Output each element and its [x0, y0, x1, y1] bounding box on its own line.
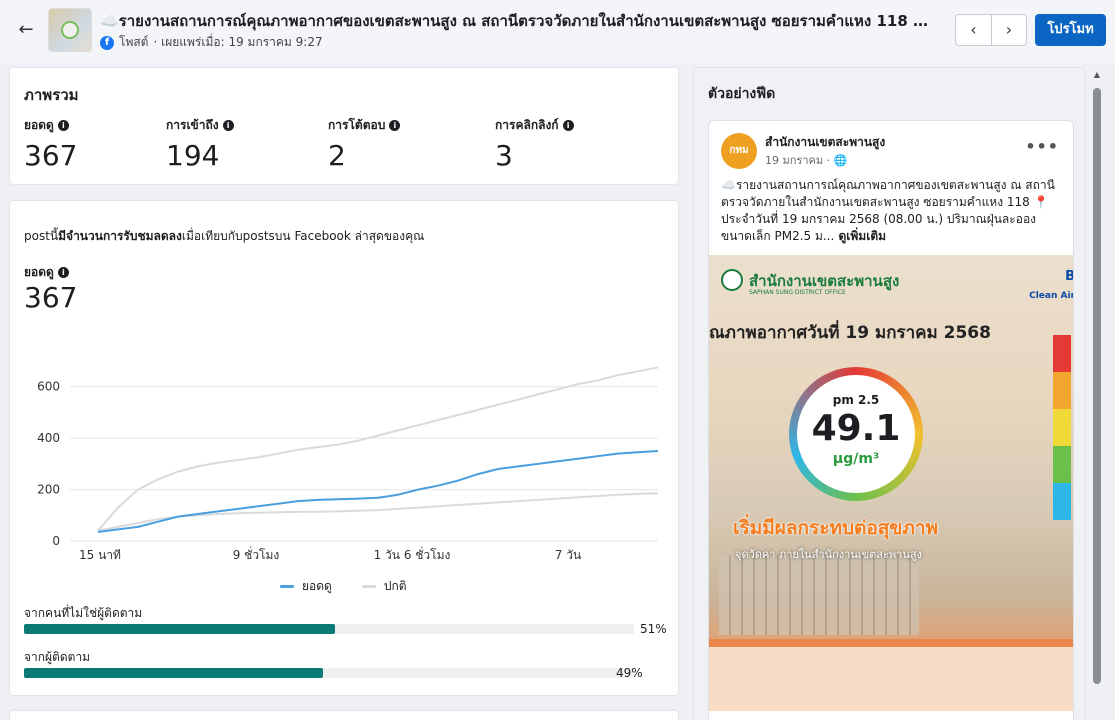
aqi-scale-segment — [1053, 409, 1071, 446]
aqi-color-scale — [1053, 335, 1071, 523]
post-date[interactable]: 19 มกราคม · 🌐 — [765, 154, 848, 167]
gauge-label: pm 2.5 — [832, 393, 880, 407]
metric-label: ยอดดู — [24, 118, 54, 132]
legend-item[interactable]: ปกติ — [361, 577, 407, 596]
series-line — [97, 366, 659, 532]
image-headline: ณภาพอากาศวันที่ 19 มกราคม 2568 — [709, 323, 991, 343]
facebook-icon: f — [100, 35, 114, 50]
post-type: โพสต์ — [119, 35, 149, 49]
metric-reach: การเข้าถึง i 194 — [166, 116, 234, 172]
image-slogan: เริ่มมีผลกระทบต่อสุขภาพ — [733, 517, 939, 539]
post-meta: f โพสต์ · เผยแพร่เมื่อ: 19 มกราคม 9:27 — [100, 33, 323, 52]
post-title: ☁️รายงานสถานการณ์คุณภาพอากาศของเขตสะพานส… — [100, 12, 946, 30]
metric-value: 194 — [166, 139, 220, 172]
gauge-value: 49.1 — [811, 408, 901, 449]
post-navigation: ‹ › — [955, 14, 1027, 46]
info-icon[interactable]: i — [222, 120, 234, 131]
x-tick-label: 15 นาที — [79, 548, 121, 562]
metric-link-clicks: การคลิกลิงก์ i 3 — [495, 116, 574, 172]
metric-value: 367 — [24, 139, 78, 172]
more-dots-icon[interactable]: ••• — [1025, 137, 1059, 156]
chevron-left-icon[interactable]: ‹ — [970, 20, 977, 39]
overview-card: ภาพรวม ยอดดู i 367 การเข้าถึง i 194 การโต้… — [9, 67, 679, 185]
promote-button[interactable]: โปรโมท — [1035, 14, 1106, 46]
views-performance-card: postนี้มีจำนวนการรับชมลดลงเมื่อเทียบกับp… — [9, 200, 679, 696]
info-icon[interactable]: i — [562, 120, 574, 131]
metric-label: การคลิกลิงก์ — [495, 118, 559, 132]
page-avatar[interactable]: กทม — [721, 133, 757, 169]
views-line-chart: 0 200 400 600 15 นาที 9 ชั่วโมง 1 วัน 6 ชั่วโม… — [37, 366, 659, 562]
feed-preview-panel: ตัวอย่างฟีด กทม สำนักงานเขตสะพานสูง 19 ม… — [693, 67, 1085, 720]
see-more-link[interactable]: ดูเพิ่มเติม — [834, 229, 887, 243]
aqi-scale-segment — [1053, 446, 1071, 483]
image-subtext: จุดวัดค่า ภายในสำนักงานเขตสะพานสูง — [735, 548, 922, 561]
legend-item[interactable]: ยอดดู — [280, 577, 332, 596]
x-tick-label: 9 ชั่วโมง — [233, 546, 280, 562]
metric-label: การโต้ตอบ — [328, 118, 386, 132]
info-icon[interactable]: i — [57, 120, 69, 131]
aqi-scale-segment — [1053, 372, 1071, 409]
audience-label: จากผู้ติดตาม — [24, 650, 91, 664]
feed-scrollbar[interactable]: ▲ — [1090, 68, 1104, 716]
x-tick-label: 1 วัน 6 ชั่วโมง — [374, 546, 451, 562]
series-line — [97, 492, 659, 532]
image-brand-sub: Clean Air — [1029, 291, 1074, 301]
metric-views: ยอดดู i 367 — [24, 116, 77, 172]
y-tick-label: 600 — [37, 380, 60, 394]
post-image[interactable]: สำนักงานเขตสะพานสูง SAPHAN SUNG DISTRICT… — [709, 255, 1074, 711]
audience-label: จากคนที่ไม่ใช่ผู้ติดตาม — [24, 606, 143, 620]
chart-legend: ยอดดู ปกติ — [280, 577, 407, 596]
metric-label: การเข้าถึง — [166, 118, 219, 132]
overview-title: ภาพรวม — [24, 86, 79, 104]
y-tick-label: 200 — [37, 483, 60, 497]
gauge-unit: µg/m³ — [832, 451, 880, 467]
series-line — [97, 450, 659, 533]
aqi-scale-segment — [1053, 335, 1071, 372]
post-thumbnail — [48, 8, 92, 52]
image-org-name: สำนักงานเขตสะพานสูง — [749, 272, 900, 290]
metric-value: 3 — [495, 139, 513, 172]
image-footer — [709, 639, 1073, 711]
metric-engagement: การโต้ตอบ i 2 — [328, 116, 401, 172]
arrow-left-icon[interactable]: ← — [18, 19, 34, 40]
info-icon[interactable]: i — [389, 120, 401, 131]
performance-note: postนี้มีจำนวนการรับชมลดลงเมื่อเทียบกับp… — [24, 229, 425, 243]
feed-post: กทม สำนักงานเขตสะพานสูง 19 มกราคม · 🌐 ••… — [708, 120, 1074, 720]
pm25-gauge: pm 2.5 49.1 µg/m³ — [789, 367, 923, 501]
aqi-scale-segment — [1053, 483, 1071, 520]
audience-percent: 49% — [616, 666, 643, 680]
publish-time: · เผยแพร่เมื่อ: 19 มกราคม 9:27 — [153, 35, 323, 49]
y-tick-label: 400 — [37, 431, 60, 445]
views-label: ยอดดู i — [24, 263, 69, 282]
image-brand: B — [1065, 269, 1073, 284]
district-logo-icon — [721, 269, 743, 291]
y-tick-label: 0 — [52, 534, 60, 548]
x-tick-label: 7 วัน — [555, 548, 581, 562]
image-org-sub: SAPHAN SUNG DISTRICT OFFICE — [749, 289, 846, 296]
metric-value: 2 — [328, 139, 346, 172]
next-card — [9, 710, 679, 720]
views-value: 367 — [24, 281, 78, 314]
post-text: ☁️รายงานสถานการณ์คุณภาพอากาศของเขตสะพานส… — [721, 178, 1055, 243]
audience-bar — [24, 668, 634, 678]
audience-bar-fill — [24, 668, 323, 678]
scroll-thumb[interactable] — [1093, 88, 1101, 684]
audience-percent: 51% — [640, 622, 667, 636]
audience-bar — [24, 624, 634, 634]
audience-bar-fill — [24, 624, 336, 634]
scroll-up-icon[interactable]: ▲ — [1093, 70, 1101, 79]
feed-preview-title: ตัวอย่างฟีด — [708, 86, 776, 102]
building-photo — [719, 555, 919, 635]
page-name[interactable]: สำนักงานเขตสะพานสูง — [765, 135, 886, 149]
info-icon[interactable]: i — [57, 267, 69, 278]
post-header: ← ☁️รายงานสถานการณ์คุณภาพอากาศของเขตสะพา… — [0, 0, 1115, 64]
chevron-right-icon[interactable]: › — [990, 15, 1026, 45]
